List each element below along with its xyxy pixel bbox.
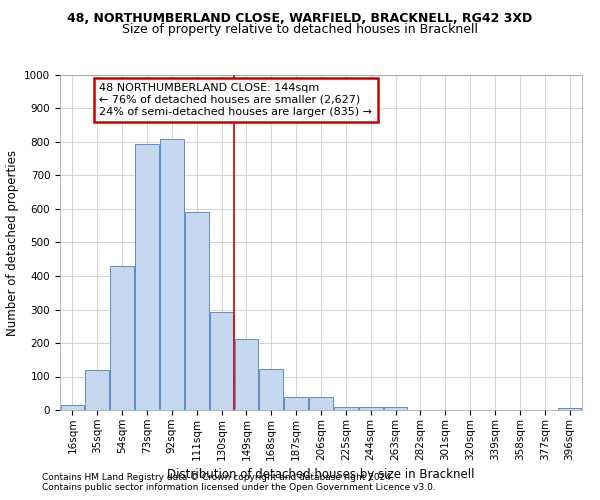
Bar — [384, 408, 407, 410]
Bar — [210, 312, 233, 410]
Bar — [61, 405, 84, 410]
Text: 48, NORTHUMBERLAND CLOSE, WARFIELD, BRACKNELL, RG42 3XD: 48, NORTHUMBERLAND CLOSE, WARFIELD, BRAC… — [67, 12, 533, 26]
X-axis label: Distribution of detached houses by size in Bracknell: Distribution of detached houses by size … — [167, 468, 475, 481]
Bar — [235, 338, 258, 410]
Bar — [359, 406, 383, 410]
Text: Size of property relative to detached houses in Bracknell: Size of property relative to detached ho… — [122, 22, 478, 36]
Bar — [85, 370, 109, 410]
Bar — [284, 396, 308, 410]
Bar — [185, 212, 209, 410]
Bar — [309, 396, 333, 410]
Bar — [558, 408, 581, 410]
Bar — [110, 266, 134, 410]
Bar — [334, 406, 358, 410]
Text: Contains HM Land Registry data © Crown copyright and database right 2024.: Contains HM Land Registry data © Crown c… — [42, 474, 394, 482]
Bar — [160, 140, 184, 410]
Bar — [259, 369, 283, 410]
Text: Contains public sector information licensed under the Open Government Licence v3: Contains public sector information licen… — [42, 484, 436, 492]
Text: 48 NORTHUMBERLAND CLOSE: 144sqm
← 76% of detached houses are smaller (2,627)
24%: 48 NORTHUMBERLAND CLOSE: 144sqm ← 76% of… — [99, 84, 372, 116]
Bar — [135, 144, 159, 410]
Y-axis label: Number of detached properties: Number of detached properties — [5, 150, 19, 336]
